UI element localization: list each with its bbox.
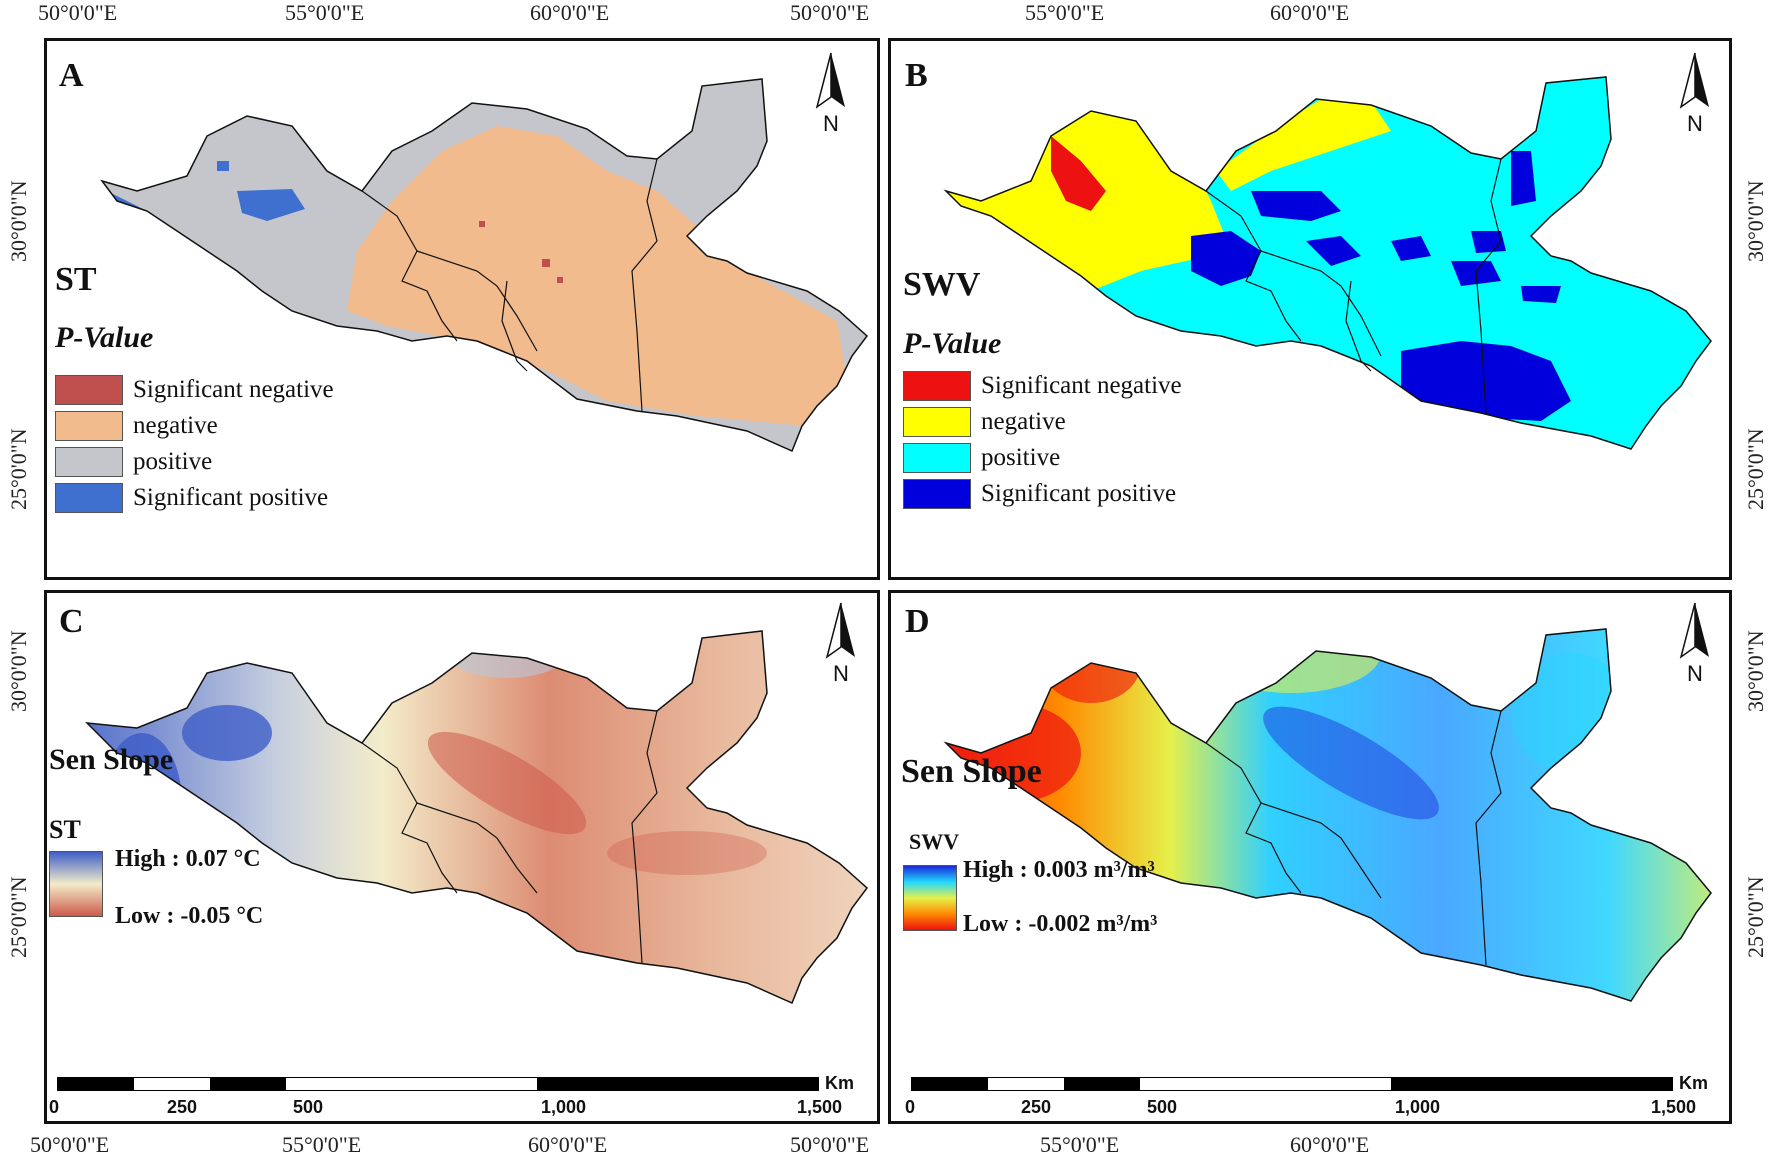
panel-c-scalebar [57, 1077, 819, 1091]
panel-a-legend-sig-pos: Significant positive [55, 483, 328, 513]
panel-a-legend-neg: negative [55, 411, 218, 441]
panel-b-legend-sig-neg: Significant negative [903, 371, 1182, 401]
map-d [945, 628, 1712, 1002]
right-coord-25n-top: 25°0'0"N [1743, 428, 1768, 510]
panel-d-scale-1000: 1,000 [1395, 1097, 1441, 1117]
panel-c-color-ramp [49, 851, 103, 917]
panel-d-scale-500: 500 [1147, 1097, 1178, 1117]
north-label: N [1687, 111, 1703, 136]
panel-b-legend-pos: positive [903, 443, 1060, 473]
bottom-coord-55e-left: 55°0'0"E [282, 1132, 362, 1157]
bottom-coord-50e-right: 50°0'0"E [790, 1132, 870, 1157]
map-c [86, 630, 868, 1004]
right-coord-25n-bottom: 25°0'0"N [1743, 876, 1768, 958]
top-coord-50e-right: 50°0'0"E [790, 0, 870, 25]
bottom-coord-60e-left: 60°0'0"E [528, 1132, 608, 1157]
top-coord-55e-left: 55°0'0"E [285, 0, 365, 25]
panel-c-scale-500: 500 [293, 1097, 324, 1117]
map-b [945, 76, 1712, 450]
north-label: N [1687, 661, 1703, 686]
right-coord-30n-top: 30°0'0"N [1743, 180, 1768, 262]
panel-b-legend-sig-pos: Significant positive [903, 479, 1176, 509]
panel-a-legend-label: Significant negative [133, 376, 334, 403]
panel-a-pvalue-title: P-Value [55, 321, 154, 354]
panel-a-swatch-sig-pos [55, 483, 123, 513]
bottom-coord-55e-right: 55°0'0"E [1040, 1132, 1120, 1157]
panel-c-scale-1000: 1,000 [541, 1097, 587, 1117]
panel-c-ramp-title: ST [49, 815, 81, 844]
panel-d: D Sen Slope SWV High : 0.003 m³/m³ Low :… [888, 590, 1732, 1124]
left-coord-30n-bottom: 30°0'0"N [6, 630, 31, 712]
panel-a-swatch-sig-neg [55, 375, 123, 405]
panel-c-ramp-low: Low : -0.05 °C [115, 903, 264, 929]
panel-b-legend-label: Significant positive [981, 480, 1177, 507]
north-label: N [823, 111, 839, 136]
panel-b-pvalue-title: P-Value [903, 327, 1002, 360]
panel-c-scale-250: 250 [167, 1097, 198, 1117]
panel-a-swatch-pos [55, 447, 123, 477]
top-coord-60e-left: 60°0'0"E [530, 0, 610, 25]
panel-c-variable: Sen Slope [49, 743, 174, 776]
panel-b: B SWV P-Value Significant negative negat… [888, 38, 1732, 580]
panel-b-legend-label: positive [981, 444, 1061, 471]
left-coord-25n-bottom: 25°0'0"N [6, 876, 31, 958]
north-arrow-icon: N [819, 601, 863, 691]
north-label: N [833, 661, 849, 686]
panel-d-color-ramp [903, 865, 957, 931]
bottom-coord-60e-right: 60°0'0"E [1290, 1132, 1370, 1157]
panel-a-legend-label: negative [133, 412, 218, 439]
panel-c-scale-unit: Km [825, 1073, 855, 1093]
panel-b-variable: SWV [903, 266, 981, 303]
panel-d-variable: Sen Slope [901, 753, 1042, 790]
panel-b-legend-label: Significant negative [981, 372, 1182, 399]
panel-a-legend-label: positive [133, 448, 213, 475]
panel-b-legend-label: negative [981, 408, 1066, 435]
panel-a-variable: ST [55, 261, 97, 298]
north-arrow-icon: N [1673, 601, 1717, 691]
panel-a: A ST P-Value Significant negative negati… [44, 38, 880, 580]
top-coord-60e-right: 60°0'0"E [1270, 0, 1350, 25]
panel-a-legend-pos: positive [55, 447, 212, 477]
panel-b-legend-neg: negative [903, 407, 1066, 437]
north-arrow-icon: N [809, 51, 853, 141]
panel-c: C Sen Slope ST High : 0.07 °C Low : -0.0… [44, 590, 880, 1124]
left-coord-25n-top: 25°0'0"N [6, 428, 31, 510]
right-coord-30n-bottom: 30°0'0"N [1743, 630, 1768, 712]
north-arrow-icon: N [1673, 51, 1717, 141]
panel-c-letter: C [59, 603, 84, 640]
top-coord-50e-left: 50°0'0"E [38, 0, 118, 25]
panel-b-letter: B [905, 57, 928, 94]
panel-d-ramp-high: High : 0.003 m³/m³ [963, 857, 1155, 883]
top-coord-55e-right: 55°0'0"E [1025, 0, 1105, 25]
panel-d-scale-250: 250 [1021, 1097, 1052, 1117]
panel-b-swatch-sig-neg [903, 371, 971, 401]
panel-c-scale-1500: 1,500 [797, 1097, 843, 1117]
panel-b-swatch-pos [903, 443, 971, 473]
panel-d-scale-0: 0 [905, 1097, 916, 1117]
panel-d-scale-unit: Km [1679, 1073, 1709, 1093]
panel-a-swatch-neg [55, 411, 123, 441]
panel-a-letter: A [59, 57, 84, 94]
panel-c-scale-0: 0 [49, 1097, 60, 1117]
panel-b-swatch-neg [903, 407, 971, 437]
left-coord-30n-top: 30°0'0"N [6, 180, 31, 262]
panel-d-ramp-low: Low : -0.002 m³/m³ [963, 911, 1158, 937]
map-a [101, 78, 868, 452]
bottom-coord-50e-left: 50°0'0"E [30, 1132, 110, 1157]
panel-a-legend-label: Significant positive [133, 484, 329, 511]
panel-a-legend-sig-neg: Significant negative [55, 375, 334, 405]
panel-b-swatch-sig-pos [903, 479, 971, 509]
panel-d-letter: D [905, 603, 930, 640]
panel-d-ramp-title: SWV [909, 829, 960, 854]
panel-d-scalebar [911, 1077, 1673, 1091]
panel-c-ramp-high: High : 0.07 °C [115, 846, 261, 872]
panel-d-scale-1500: 1,500 [1651, 1097, 1697, 1117]
